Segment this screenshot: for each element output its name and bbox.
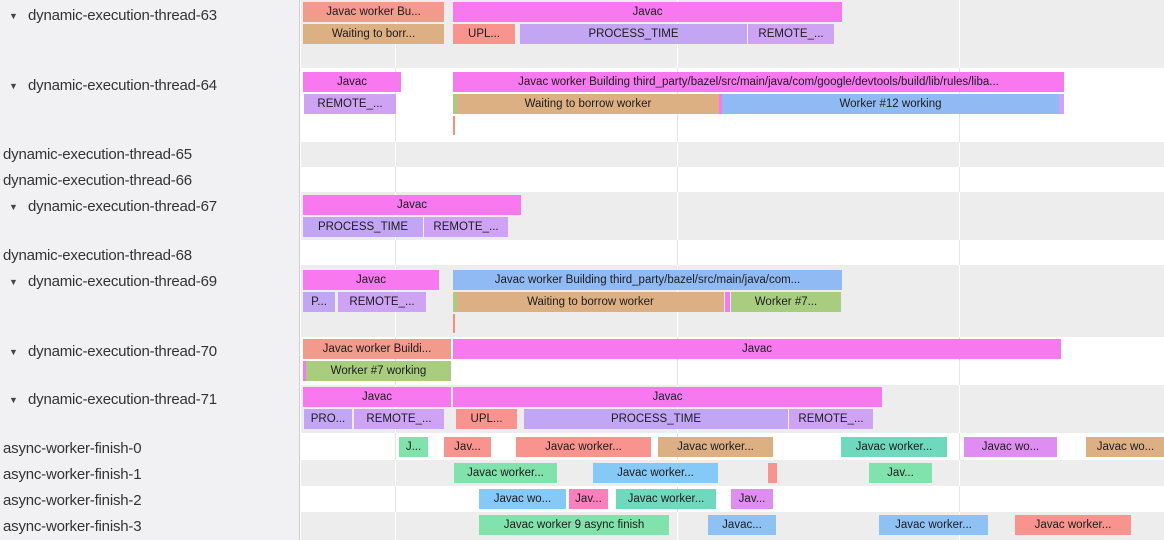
sidebar-item-dynamic-execution-thread-70[interactable]: ▼ dynamic-execution-thread-70 — [0, 343, 299, 361]
trace-event-bar[interactable]: J... — [399, 437, 428, 457]
trace-event-bar[interactable]: Worker #7 working — [306, 361, 451, 381]
trace-event-bar[interactable]: Waiting to borrow worker — [457, 94, 719, 114]
track-name-label: dynamic-execution-thread-66 — [3, 172, 192, 189]
collapse-triangle-icon[interactable]: ▼ — [9, 81, 18, 91]
trace-event-bar[interactable]: Worker #12 working — [722, 94, 1059, 114]
trace-event-bar[interactable]: Javac worker Building third_party/bazel/… — [453, 72, 1064, 92]
track-band — [301, 460, 1164, 486]
track-name-sidebar: ▼ dynamic-execution-thread-63 ▼ dynamic-exe… — [0, 0, 300, 540]
collapse-triangle-icon[interactable]: ▼ — [9, 347, 18, 357]
track-name-label: dynamic-execution-thread-64 — [28, 77, 217, 94]
trace-event-bar[interactable] — [453, 94, 457, 114]
trace-event-bar[interactable]: Javac worker... — [658, 437, 773, 457]
track-name-label: dynamic-execution-thread-63 — [28, 7, 217, 24]
sidebar-item-dynamic-execution-thread-63[interactable]: ▼ dynamic-execution-thread-63 — [0, 7, 299, 25]
track-name-label: dynamic-execution-thread-69 — [28, 273, 217, 290]
trace-event-bar[interactable]: Javac... — [708, 515, 776, 535]
trace-event-bar[interactable]: REMOTE_... — [304, 94, 396, 114]
track-name-label: async-worker-finish-1 — [3, 466, 142, 483]
collapse-triangle-icon[interactable]: ▼ — [9, 395, 18, 405]
trace-event-bar[interactable] — [1059, 94, 1064, 114]
trace-event-bar[interactable]: Javac wo... — [1086, 437, 1164, 457]
trace-event-bar[interactable]: REMOTE_... — [789, 409, 873, 429]
sidebar-item-dynamic-execution-thread-68[interactable]: dynamic-execution-thread-68 — [0, 247, 299, 265]
trace-event-bar[interactable]: Javac — [453, 339, 1061, 359]
sidebar-item-dynamic-execution-thread-65[interactable]: dynamic-execution-thread-65 — [0, 146, 299, 164]
trace-event-bar[interactable]: Javac worker... — [879, 515, 988, 535]
trace-event-bar[interactable]: UPL... — [453, 24, 515, 44]
track-band — [301, 142, 1164, 167]
track-name-label: dynamic-execution-thread-65 — [3, 146, 192, 163]
track-name-label: dynamic-execution-thread-68 — [3, 247, 192, 264]
trace-event-bar[interactable]: P... — [303, 292, 335, 312]
track-name-label: dynamic-execution-thread-70 — [28, 343, 217, 360]
trace-event-bar[interactable]: Waiting to borrow worker — [457, 292, 724, 312]
trace-event-bar[interactable]: Javac — [303, 72, 401, 92]
collapse-triangle-icon[interactable]: ▼ — [9, 277, 18, 287]
trace-event-bar[interactable]: UPL... — [456, 409, 517, 429]
trace-event-bar[interactable]: REMOTE_... — [424, 217, 508, 237]
sidebar-item-dynamic-execution-thread-67[interactable]: ▼ dynamic-execution-thread-67 — [0, 198, 299, 216]
track-name-label: async-worker-finish-2 — [3, 492, 142, 509]
trace-event-bar[interactable]: Jav... — [869, 463, 932, 483]
trace-event-bar[interactable]: Javac worker... — [616, 489, 716, 509]
trace-event-bar[interactable] — [725, 292, 730, 312]
track-name-label: dynamic-execution-thread-71 — [28, 391, 217, 408]
trace-event-bar[interactable]: Javac worker... — [841, 437, 947, 457]
collapse-triangle-icon[interactable]: ▼ — [9, 11, 18, 21]
trace-event-bar[interactable]: Javac worker... — [454, 463, 557, 483]
instant-event-tick[interactable] — [453, 116, 455, 135]
track-name-label: async-worker-finish-0 — [3, 440, 142, 457]
trace-event-bar[interactable]: Worker #7... — [731, 292, 841, 312]
sidebar-item-async-worker-finish-3[interactable]: async-worker-finish-3 — [0, 518, 299, 536]
trace-event-bar[interactable]: Javac worker... — [593, 463, 718, 483]
track-name-label: async-worker-finish-3 — [3, 518, 142, 535]
sidebar-item-async-worker-finish-0[interactable]: async-worker-finish-0 — [0, 440, 299, 458]
sidebar-item-dynamic-execution-thread-71[interactable]: ▼ dynamic-execution-thread-71 — [0, 391, 299, 409]
sidebar-item-async-worker-finish-2[interactable]: async-worker-finish-2 — [0, 492, 299, 510]
trace-event-bar[interactable]: PRO... — [304, 409, 352, 429]
trace-event-bar[interactable]: Javac — [453, 387, 882, 407]
trace-event-bar[interactable]: Javac worker 9 async finish — [479, 515, 669, 535]
trace-event-bar[interactable]: Javac worker Buildi... — [303, 339, 451, 359]
instant-event-tick[interactable] — [453, 314, 455, 333]
timeline-canvas: Javac worker Bu... Javac Waiting to borr..… — [301, 0, 1164, 540]
trace-event-bar[interactable]: Javac — [453, 2, 842, 22]
trace-event-bar[interactable]: REMOTE_... — [354, 409, 444, 429]
trace-event-bar[interactable] — [768, 463, 777, 483]
trace-event-bar[interactable] — [453, 292, 457, 312]
trace-event-bar[interactable]: Javac worker Bu... — [303, 2, 444, 22]
trace-event-bar[interactable]: PROCESS_TIME — [524, 409, 788, 429]
trace-event-bar[interactable]: Jav... — [569, 489, 608, 509]
track-band — [301, 265, 1164, 337]
trace-event-bar[interactable]: Javac wo... — [964, 437, 1057, 457]
trace-event-bar[interactable]: Javac — [303, 270, 439, 290]
sidebar-item-dynamic-execution-thread-66[interactable]: dynamic-execution-thread-66 — [0, 172, 299, 190]
trace-event-bar[interactable]: Waiting to borr... — [303, 24, 444, 44]
trace-event-bar[interactable]: Javac wo... — [479, 489, 566, 509]
trace-event-bar[interactable]: Jav... — [444, 437, 491, 457]
trace-event-bar[interactable]: Javac — [303, 387, 451, 407]
sidebar-item-async-worker-finish-1[interactable]: async-worker-finish-1 — [0, 466, 299, 484]
trace-event-bar[interactable]: REMOTE_... — [748, 24, 834, 44]
trace-event-bar[interactable]: Javac — [303, 195, 521, 215]
trace-event-bar[interactable]: Javac worker Building third_party/bazel/… — [453, 270, 842, 290]
trace-event-bar[interactable]: PROCESS_TIME — [520, 24, 747, 44]
trace-event-bar[interactable] — [719, 94, 722, 114]
trace-event-bar[interactable] — [303, 361, 306, 381]
trace-event-bar[interactable]: REMOTE_... — [338, 292, 426, 312]
trace-event-bar[interactable]: Javac worker... — [516, 437, 651, 457]
sidebar-item-dynamic-execution-thread-69[interactable]: ▼ dynamic-execution-thread-69 — [0, 273, 299, 291]
track-band — [301, 240, 1164, 265]
trace-event-bar[interactable]: Jav... — [731, 489, 773, 509]
track-band — [301, 167, 1164, 192]
sidebar-item-dynamic-execution-thread-64[interactable]: ▼ dynamic-execution-thread-64 — [0, 77, 299, 95]
track-name-label: dynamic-execution-thread-67 — [28, 198, 217, 215]
collapse-triangle-icon[interactable]: ▼ — [9, 202, 18, 212]
trace-event-bar[interactable]: PROCESS_TIME — [303, 217, 423, 237]
trace-event-bar[interactable]: Javac worker... — [1015, 515, 1131, 535]
